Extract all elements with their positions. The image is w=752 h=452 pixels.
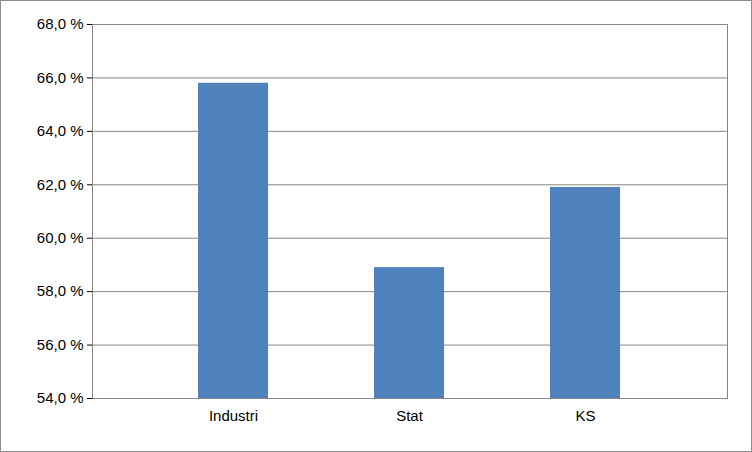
svg-text:68,0 %: 68,0 %: [37, 15, 84, 32]
svg-text:60,0 %: 60,0 %: [37, 229, 84, 246]
svg-text:64,0 %: 64,0 %: [37, 122, 84, 139]
svg-text:66,0 %: 66,0 %: [37, 69, 84, 86]
svg-text:56,0 %: 56,0 %: [37, 336, 84, 353]
svg-text:58,0 %: 58,0 %: [37, 282, 84, 299]
svg-text:KS: KS: [575, 407, 595, 424]
svg-text:Industri: Industri: [209, 407, 258, 424]
svg-text:Stat: Stat: [396, 407, 424, 424]
svg-text:62,0 %: 62,0 %: [37, 176, 84, 193]
svg-text:54,0 %: 54,0 %: [37, 389, 84, 406]
